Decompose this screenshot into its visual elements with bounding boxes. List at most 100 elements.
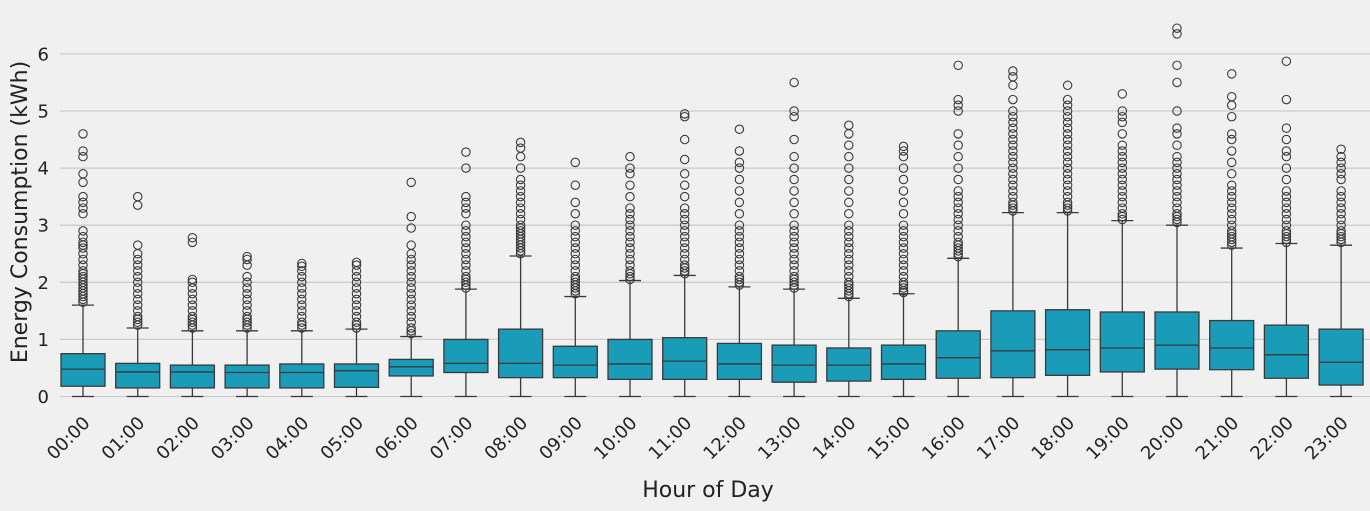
outlier-point — [132, 277, 143, 288]
outlier-point — [570, 220, 581, 230]
outlier-point — [953, 226, 963, 236]
box-0800 — [497, 137, 544, 398]
outlier-point — [789, 271, 799, 282]
outlier-point — [679, 134, 690, 145]
outlier-point — [78, 231, 88, 242]
outlier-point — [734, 174, 745, 185]
outlier-point — [953, 209, 963, 219]
iqr-box — [279, 363, 325, 389]
box-0400 — [279, 258, 325, 398]
iqr-box — [1209, 319, 1255, 371]
outlier-point — [1117, 89, 1128, 99]
outlier-point — [953, 100, 963, 111]
outlier-point — [515, 191, 526, 202]
outlier-point — [625, 151, 635, 162]
outlier-point — [625, 169, 635, 179]
outlier-point — [789, 231, 799, 242]
outlier-point — [406, 223, 416, 233]
outlier-point — [1281, 123, 1292, 133]
outlier-point — [242, 306, 252, 316]
outlier-point — [1226, 186, 1237, 196]
outlier-point — [1062, 140, 1073, 151]
outlier-point — [1008, 169, 1018, 179]
outlier-point — [187, 317, 198, 328]
outlier-point — [297, 306, 307, 316]
outlier-point — [297, 294, 307, 305]
outlier-point — [789, 277, 799, 288]
outlier-point — [1281, 186, 1292, 196]
outlier-point — [1336, 174, 1346, 185]
outlier-point — [1117, 140, 1128, 151]
outlier-point — [1281, 151, 1292, 162]
outlier-point — [351, 294, 362, 305]
outlier-point — [898, 237, 909, 248]
box-0500 — [333, 257, 380, 398]
outlier-point — [351, 277, 362, 288]
outlier-point — [242, 317, 252, 328]
outlier-point — [844, 120, 854, 131]
box-0700 — [443, 147, 489, 398]
outlier-point — [1062, 129, 1073, 139]
outlier-point — [1226, 111, 1237, 122]
outlier-point — [1008, 111, 1018, 122]
outlier-point — [1062, 111, 1073, 122]
outlier-point — [1008, 197, 1018, 208]
outlier-point — [242, 283, 252, 293]
outlier-point — [461, 231, 471, 242]
outlier-point — [1117, 111, 1128, 122]
outlier-point — [132, 240, 143, 250]
outlier-point — [844, 140, 854, 151]
outlier-point — [515, 209, 526, 219]
box-1300 — [771, 77, 817, 398]
outlier-point — [461, 237, 471, 248]
outlier-point — [78, 146, 88, 156]
outlier-point — [953, 129, 963, 139]
outlier-point — [1226, 69, 1237, 79]
outlier-point — [1117, 180, 1128, 190]
outlier-point — [844, 237, 854, 248]
outlier-point — [132, 266, 143, 276]
outlier-point — [570, 266, 581, 276]
outlier-point — [461, 266, 471, 276]
outlier-point — [679, 209, 690, 219]
outlier-point — [953, 94, 963, 105]
outlier-point — [297, 311, 307, 322]
outlier-point — [1336, 226, 1346, 236]
outlier-point — [734, 266, 745, 276]
outlier-point — [570, 180, 581, 190]
outlier-point — [1117, 209, 1128, 219]
outlier-point — [789, 249, 799, 259]
outlier-point — [406, 300, 416, 310]
outlier-point — [1117, 157, 1128, 168]
outlier-point — [1226, 231, 1237, 242]
outlier-point — [1008, 140, 1018, 151]
outlier-point — [1117, 129, 1128, 139]
outlier-point — [679, 109, 690, 119]
outlier-point — [1008, 157, 1018, 168]
box-1000 — [607, 151, 653, 398]
outlier-point — [625, 226, 635, 236]
outlier-point — [406, 271, 416, 282]
iqr-box — [1263, 324, 1310, 379]
outlier-point — [844, 277, 854, 288]
outlier-point — [1281, 191, 1292, 202]
outlier-point — [406, 266, 416, 276]
outlier-point — [1226, 214, 1237, 225]
iqr-box — [662, 337, 708, 381]
iqr-box — [935, 330, 981, 379]
outlier-point — [898, 151, 909, 162]
outlier-point — [406, 254, 416, 265]
outlier-point — [625, 209, 635, 219]
outlier-point — [844, 220, 854, 230]
outlier-point — [679, 266, 690, 276]
outlier-point — [1008, 191, 1018, 202]
outlier-point — [844, 266, 854, 276]
outlier-point — [297, 271, 307, 282]
outlier-point — [1336, 231, 1346, 242]
outlier-point — [1008, 186, 1018, 196]
outlier-point — [1336, 220, 1346, 230]
outlier-point — [1172, 203, 1182, 213]
outlier-point — [78, 237, 88, 248]
outlier-point — [898, 260, 909, 270]
